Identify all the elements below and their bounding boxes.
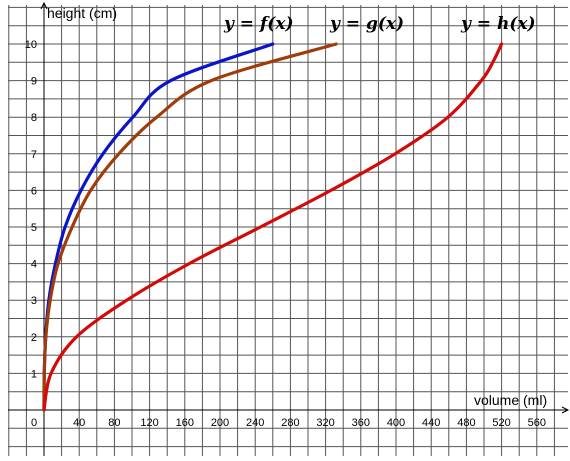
x-tick-label: 320 xyxy=(316,417,334,429)
x-tick-label: 400 xyxy=(387,417,405,429)
x-tick-label: 560 xyxy=(528,417,546,429)
x-tick-label: 360 xyxy=(352,417,370,429)
series-line-g xyxy=(42,42,338,412)
y-tick-label: 10 xyxy=(25,39,37,51)
y-tick-label: 9 xyxy=(31,76,37,88)
y-tick-label: 8 xyxy=(31,112,37,124)
y-tick-labels: 1 2 3 4 5 6 7 8 9 10 xyxy=(25,39,37,380)
y-tick-label: 1 xyxy=(31,368,37,380)
y-tick-label: 4 xyxy=(31,259,37,271)
series-label-h: y = h(x) xyxy=(460,14,536,34)
y-axis-label: height (cm) xyxy=(47,5,117,21)
series-label-g: y = g(x) xyxy=(329,14,404,34)
curves xyxy=(42,42,504,412)
x-tick-label: 480 xyxy=(457,417,475,429)
x-tick-labels: 0 40 80 120 160 200 240 280 320 360 400 440 480 520 56… xyxy=(31,417,546,429)
x-tick-label: 160 xyxy=(176,417,194,429)
x-tick-label: 520 xyxy=(492,417,510,429)
y-tick-label: 3 xyxy=(31,295,37,307)
y-tick-label: 5 xyxy=(31,222,37,234)
grid xyxy=(8,5,568,456)
series-line-h xyxy=(42,42,504,412)
x-tick-label: 440 xyxy=(422,417,440,429)
x-tick-label: 40 xyxy=(73,417,85,429)
series-label-f: y = f(x) xyxy=(223,14,294,34)
x-tick-label: 240 xyxy=(246,417,264,429)
x-tick-label: 120 xyxy=(140,417,158,429)
x-tick-label: 280 xyxy=(281,417,299,429)
y-tick-label: 6 xyxy=(31,185,37,197)
y-tick-label: 2 xyxy=(31,332,37,344)
x-tick-label: 80 xyxy=(108,417,120,429)
x-axis-label: volume (ml) xyxy=(474,392,547,408)
y-axis-arrow xyxy=(40,1,48,10)
x-axis-arrow xyxy=(561,406,570,414)
x-tick-label: 200 xyxy=(211,417,229,429)
x-tick-label: 0 xyxy=(31,417,37,429)
y-tick-label: 7 xyxy=(31,149,37,161)
